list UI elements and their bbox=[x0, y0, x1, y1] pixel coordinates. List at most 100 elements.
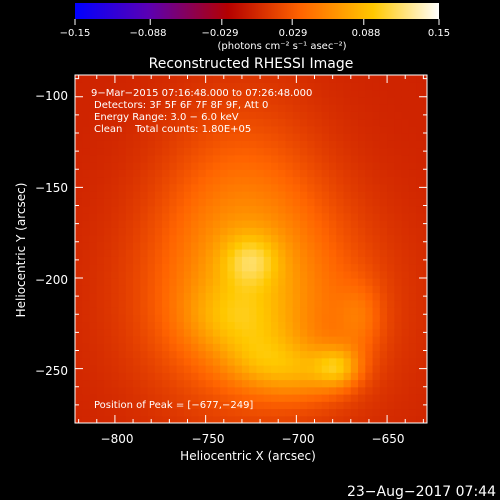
heatmap-cell bbox=[315, 206, 323, 214]
heatmap-cell bbox=[409, 358, 417, 366]
heatmap-cell bbox=[416, 162, 424, 170]
heatmap-cell bbox=[315, 126, 323, 134]
heatmap-cell bbox=[365, 387, 373, 395]
heatmap-cell bbox=[329, 104, 337, 112]
heatmap-cell bbox=[90, 307, 98, 315]
heatmap-cell bbox=[75, 191, 83, 199]
heatmap-cell bbox=[329, 90, 337, 98]
heatmap-cell bbox=[111, 191, 119, 199]
heatmap-cell bbox=[256, 184, 264, 192]
heatmap-cell bbox=[206, 285, 214, 293]
heatmap-cell bbox=[235, 198, 243, 206]
heatmap-cell bbox=[155, 380, 163, 388]
heatmap-cell bbox=[206, 329, 214, 337]
colorbar-ticks bbox=[75, 19, 439, 25]
heatmap-cell bbox=[380, 264, 388, 272]
heatmap-cell bbox=[322, 220, 330, 228]
heatmap-cell bbox=[264, 206, 272, 214]
heatmap-cell bbox=[387, 177, 395, 185]
heatmap-cell bbox=[162, 351, 170, 359]
heatmap-cell bbox=[278, 75, 286, 83]
heatmap-cell bbox=[82, 169, 90, 177]
heatmap-cell bbox=[271, 351, 279, 359]
heatmap-cell bbox=[140, 322, 148, 330]
heatmap-cell bbox=[329, 336, 337, 344]
heatmap-cell bbox=[75, 119, 83, 127]
heatmap-cell bbox=[409, 111, 417, 119]
heatmap-cell bbox=[235, 307, 243, 315]
heatmap-cell bbox=[111, 314, 119, 322]
heatmap-cell bbox=[373, 256, 381, 264]
heatmap-cell bbox=[344, 343, 352, 351]
heatmap-cell bbox=[198, 227, 206, 235]
heatmap-cell bbox=[213, 264, 221, 272]
heatmap-cell bbox=[249, 227, 257, 235]
heatmap-cell bbox=[90, 162, 98, 170]
heatmap-cell bbox=[285, 293, 293, 301]
heatmap-cell bbox=[416, 285, 424, 293]
heatmap-cell bbox=[256, 300, 264, 308]
heatmap-cell bbox=[227, 322, 235, 330]
heatmap-cell bbox=[191, 249, 199, 257]
heatmap-cell bbox=[329, 285, 337, 293]
heatmap-cell bbox=[119, 336, 127, 344]
heatmap-cell bbox=[365, 227, 373, 235]
heatmap-cell bbox=[126, 213, 134, 221]
heatmap-cell bbox=[351, 387, 359, 395]
heatmap-cell bbox=[140, 256, 148, 264]
heatmap-cell bbox=[344, 213, 352, 221]
heatmap-cell bbox=[213, 220, 221, 228]
heatmap-cell bbox=[409, 409, 417, 417]
heatmap-cell bbox=[169, 322, 177, 330]
heatmap-cell bbox=[271, 300, 279, 308]
heatmap-cell bbox=[394, 162, 402, 170]
heatmap-cell bbox=[344, 293, 352, 301]
heatmap-cell bbox=[394, 278, 402, 286]
heatmap-cell bbox=[416, 264, 424, 272]
heatmap-cell bbox=[271, 249, 279, 257]
heatmap-cell bbox=[198, 285, 206, 293]
heatmap-cell bbox=[264, 256, 272, 264]
heatmap-cell bbox=[285, 256, 293, 264]
heatmap-cell bbox=[249, 111, 257, 119]
heatmap-cell bbox=[322, 119, 330, 127]
peak-position-label: Position of Peak = [−677,−249] bbox=[94, 400, 253, 411]
heatmap-cell bbox=[155, 329, 163, 337]
heatmap-cell bbox=[111, 336, 119, 344]
heatmap-cell bbox=[416, 322, 424, 330]
heatmap-cell bbox=[242, 162, 250, 170]
heatmap-cell bbox=[75, 271, 83, 279]
heatmap-cell bbox=[140, 336, 148, 344]
heatmap-cell bbox=[315, 184, 323, 192]
heatmap-cell bbox=[242, 387, 250, 395]
heatmap-cell bbox=[104, 271, 112, 279]
heatmap-cell bbox=[380, 140, 388, 148]
heatmap-cell bbox=[307, 169, 315, 177]
heatmap-cell bbox=[140, 358, 148, 366]
heatmap-cell bbox=[307, 278, 315, 286]
heatmap-cell bbox=[293, 293, 301, 301]
heatmap-cell bbox=[300, 351, 308, 359]
heatmap-cell bbox=[293, 220, 301, 228]
heatmap-cell bbox=[285, 169, 293, 177]
heatmap-cell bbox=[300, 242, 308, 250]
heatmap-cell bbox=[162, 336, 170, 344]
heatmap-cell bbox=[90, 198, 98, 206]
heatmap-cell bbox=[344, 97, 352, 105]
heatmap-cell bbox=[133, 300, 141, 308]
heatmap-cell bbox=[206, 365, 214, 373]
heatmap-cell bbox=[336, 358, 344, 366]
heatmap-cell bbox=[104, 380, 112, 388]
heatmap-cell bbox=[336, 184, 344, 192]
heatmap-cell bbox=[140, 285, 148, 293]
heatmap-cell bbox=[307, 235, 315, 243]
heatmap-cell bbox=[271, 409, 279, 417]
heatmap-cell bbox=[97, 140, 105, 148]
heatmap-cell bbox=[198, 293, 206, 301]
heatmap-cell bbox=[111, 293, 119, 301]
heatmap-cell bbox=[285, 307, 293, 315]
heatmap-cell bbox=[184, 191, 192, 199]
heatmap-cell bbox=[82, 162, 90, 170]
heatmap-cell bbox=[119, 351, 127, 359]
heatmap-cell bbox=[220, 351, 228, 359]
